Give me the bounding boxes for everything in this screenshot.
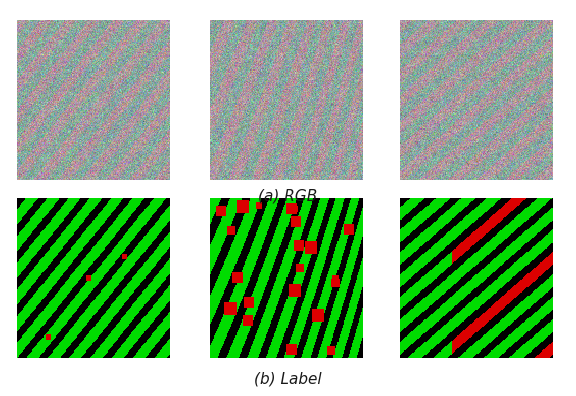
Text: (b) Label: (b) Label [254, 372, 322, 387]
Text: (a) RGB: (a) RGB [259, 188, 317, 204]
